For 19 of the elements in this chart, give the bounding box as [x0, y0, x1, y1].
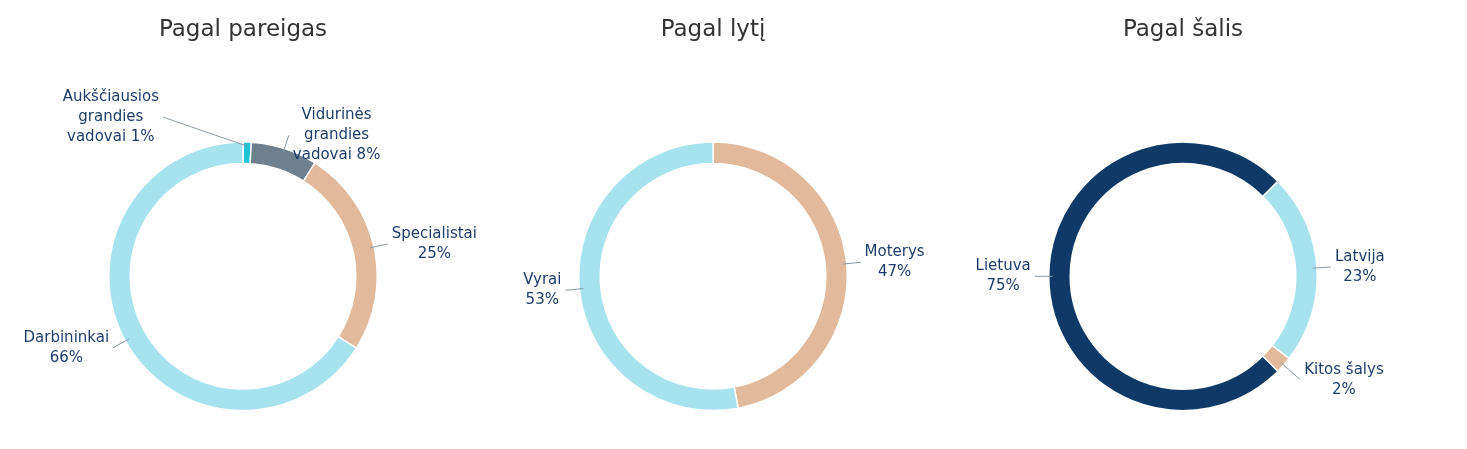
data-label: 23%: [1343, 266, 1377, 285]
data-label: 2%: [1332, 379, 1356, 398]
slice-label: Kitos šalys: [1304, 359, 1384, 378]
chart-title: Pagal pareigas: [158, 14, 328, 41]
slice-label: Darbininkai: [23, 327, 110, 346]
slice-label: Vyrai: [523, 270, 562, 289]
slice-label: Vidurinės grandies vadovai 8%: [292, 105, 381, 164]
chart-title: Pagal šalis: [1122, 14, 1244, 41]
slice-label: Moterys: [864, 242, 925, 261]
data-label: 25%: [417, 243, 451, 262]
slice-label: Specialistai: [391, 223, 477, 242]
slice-label: Aukščiausios grandies vadovai 1%: [62, 86, 160, 145]
data-label: 47%: [877, 262, 912, 281]
data-label: 53%: [525, 290, 559, 309]
slice-label: Lietuva: [975, 256, 1031, 275]
data-label: 75%: [986, 276, 1020, 295]
slice-label: Latvija: [1334, 246, 1385, 265]
data-label: 66%: [49, 347, 83, 366]
chart-title: Pagal lytį: [660, 14, 766, 41]
